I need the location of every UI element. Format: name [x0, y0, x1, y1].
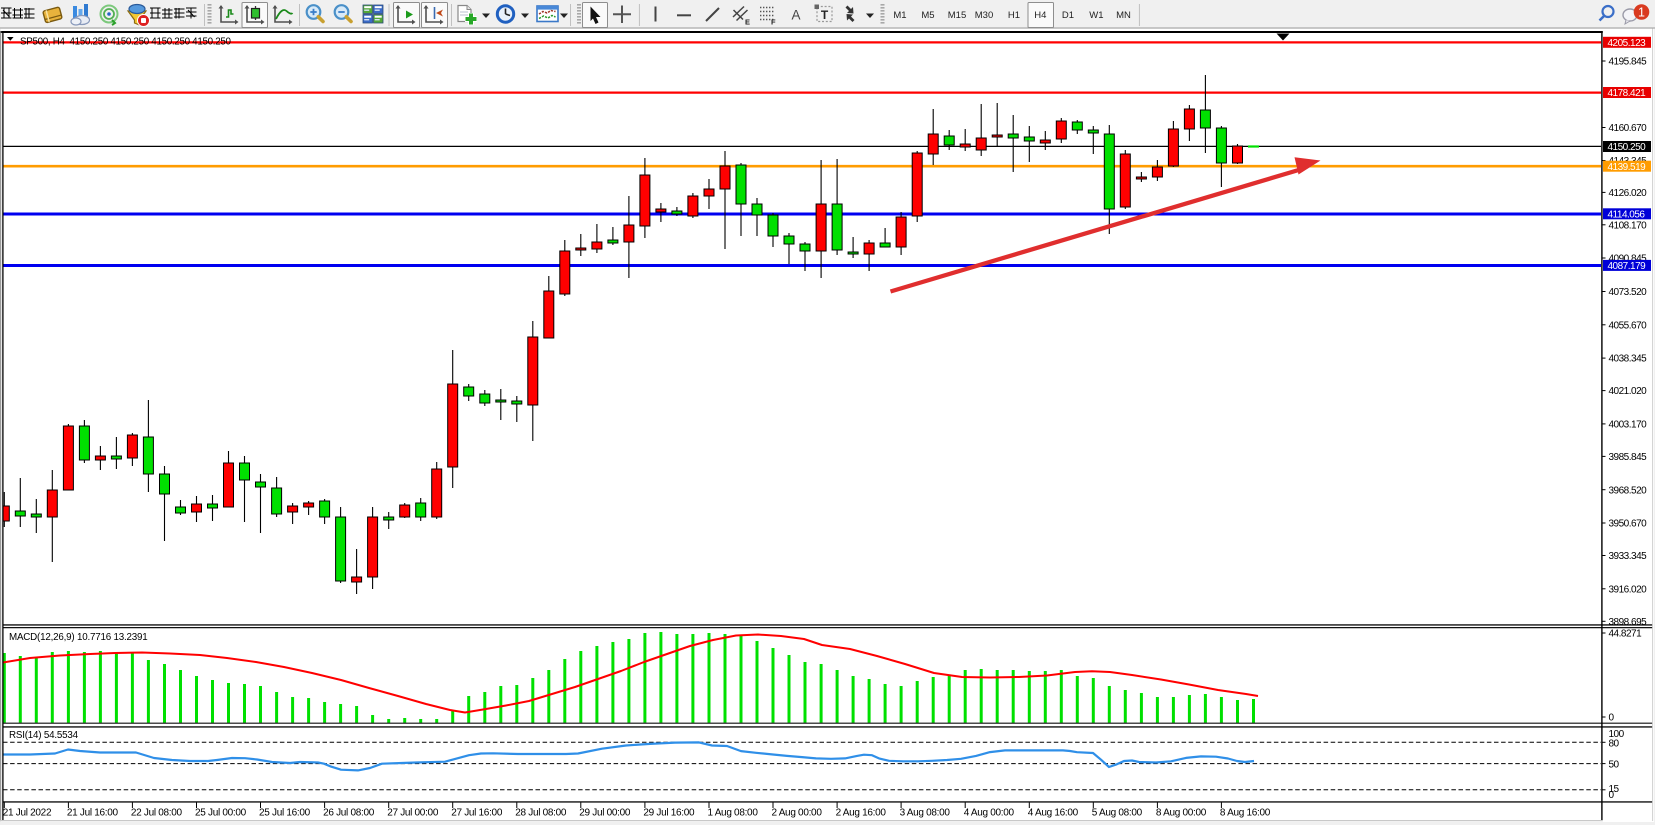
svg-text:4038.345: 4038.345: [1609, 354, 1648, 365]
svg-text:4055.670: 4055.670: [1609, 320, 1648, 331]
svg-text:4139.519: 4139.519: [1608, 162, 1647, 173]
svg-text:3985.845: 3985.845: [1609, 452, 1648, 463]
svg-text:3898.695: 3898.695: [1609, 617, 1648, 628]
svg-text:SP500, H4 4150.250 4150.250 4: SP500, H4 4150.250 4150.250 4150.250 415…: [20, 37, 231, 48]
svg-text:4087.179: 4087.179: [1608, 261, 1647, 272]
svg-text:4003.170: 4003.170: [1609, 420, 1648, 431]
svg-text:M30: M30: [975, 10, 993, 21]
svg-text:8 Aug 00:00: 8 Aug 00:00: [1156, 807, 1207, 818]
svg-text:27 Jul 00:00: 27 Jul 00:00: [387, 807, 439, 818]
svg-text:25 Jul 00:00: 25 Jul 00:00: [195, 807, 247, 818]
svg-text:5 Aug 08:00: 5 Aug 08:00: [1092, 807, 1143, 818]
svg-text:80: 80: [1609, 738, 1620, 749]
svg-text:26 Jul 08:00: 26 Jul 08:00: [323, 807, 375, 818]
svg-text:100: 100: [1609, 729, 1625, 740]
svg-text:MACD(12,26,9) 10.7716 13.2391: MACD(12,26,9) 10.7716 13.2391: [9, 632, 148, 643]
svg-text:F: F: [771, 18, 776, 27]
svg-text:4108.170: 4108.170: [1609, 220, 1648, 231]
svg-text:T: T: [821, 8, 829, 22]
svg-text:29 Jul 16:00: 29 Jul 16:00: [643, 807, 695, 818]
svg-text:3 Aug 08:00: 3 Aug 08:00: [900, 807, 951, 818]
svg-text:2 Aug 16:00: 2 Aug 16:00: [836, 807, 887, 818]
svg-text:RSI(14) 54.5534: RSI(14) 54.5534: [9, 730, 79, 741]
svg-text:27 Jul 16:00: 27 Jul 16:00: [451, 807, 503, 818]
svg-text:0: 0: [1609, 713, 1615, 724]
svg-text:W1: W1: [1089, 10, 1103, 21]
svg-text:E: E: [745, 18, 750, 27]
svg-text:1 Aug 08:00: 1 Aug 08:00: [708, 807, 759, 818]
svg-text:22 Jul 08:00: 22 Jul 08:00: [131, 807, 183, 818]
svg-text:50: 50: [1609, 759, 1620, 770]
svg-text:3968.520: 3968.520: [1609, 485, 1648, 496]
svg-text:H1: H1: [1008, 10, 1020, 21]
svg-text:4021.020: 4021.020: [1609, 386, 1648, 397]
svg-text:MN: MN: [1116, 10, 1131, 21]
svg-text:21 Jul 2022: 21 Jul 2022: [3, 807, 52, 818]
svg-text:4090.845: 4090.845: [1609, 254, 1648, 265]
svg-text:28 Jul 08:00: 28 Jul 08:00: [515, 807, 567, 818]
svg-text:D1: D1: [1062, 10, 1074, 21]
svg-text:3950.670: 3950.670: [1609, 519, 1648, 530]
svg-text:21 Jul 16:00: 21 Jul 16:00: [67, 807, 119, 818]
svg-text:H4: H4: [1034, 10, 1046, 21]
svg-text:3916.020: 3916.020: [1609, 584, 1648, 595]
svg-text:29 Jul 00:00: 29 Jul 00:00: [579, 807, 631, 818]
svg-text:1: 1: [1638, 6, 1645, 20]
svg-text:M5: M5: [921, 10, 934, 21]
svg-text:4114.056: 4114.056: [1608, 209, 1646, 220]
svg-text:44.8271: 44.8271: [1609, 629, 1643, 640]
svg-text:4 Aug 00:00: 4 Aug 00:00: [964, 807, 1015, 818]
svg-text:4160.670: 4160.670: [1609, 123, 1648, 134]
svg-text:0: 0: [1609, 790, 1615, 801]
svg-text:4205.123: 4205.123: [1608, 38, 1647, 49]
svg-text:4150.250: 4150.250: [1608, 142, 1647, 153]
svg-text:M15: M15: [948, 10, 966, 21]
svg-text:25 Jul 16:00: 25 Jul 16:00: [259, 807, 311, 818]
svg-text:8 Aug 16:00: 8 Aug 16:00: [1220, 807, 1271, 818]
svg-text:15: 15: [1609, 784, 1620, 795]
svg-text:3933.345: 3933.345: [1609, 551, 1648, 562]
svg-text:4195.845: 4195.845: [1609, 57, 1648, 68]
svg-text:4126.020: 4126.020: [1609, 188, 1648, 199]
svg-text:4178.421: 4178.421: [1608, 88, 1647, 99]
svg-text:4 Aug 16:00: 4 Aug 16:00: [1028, 807, 1079, 818]
svg-text:A: A: [791, 8, 800, 23]
svg-text:4073.520: 4073.520: [1609, 287, 1648, 298]
svg-text:M1: M1: [893, 10, 906, 21]
svg-text:2 Aug 00:00: 2 Aug 00:00: [772, 807, 823, 818]
